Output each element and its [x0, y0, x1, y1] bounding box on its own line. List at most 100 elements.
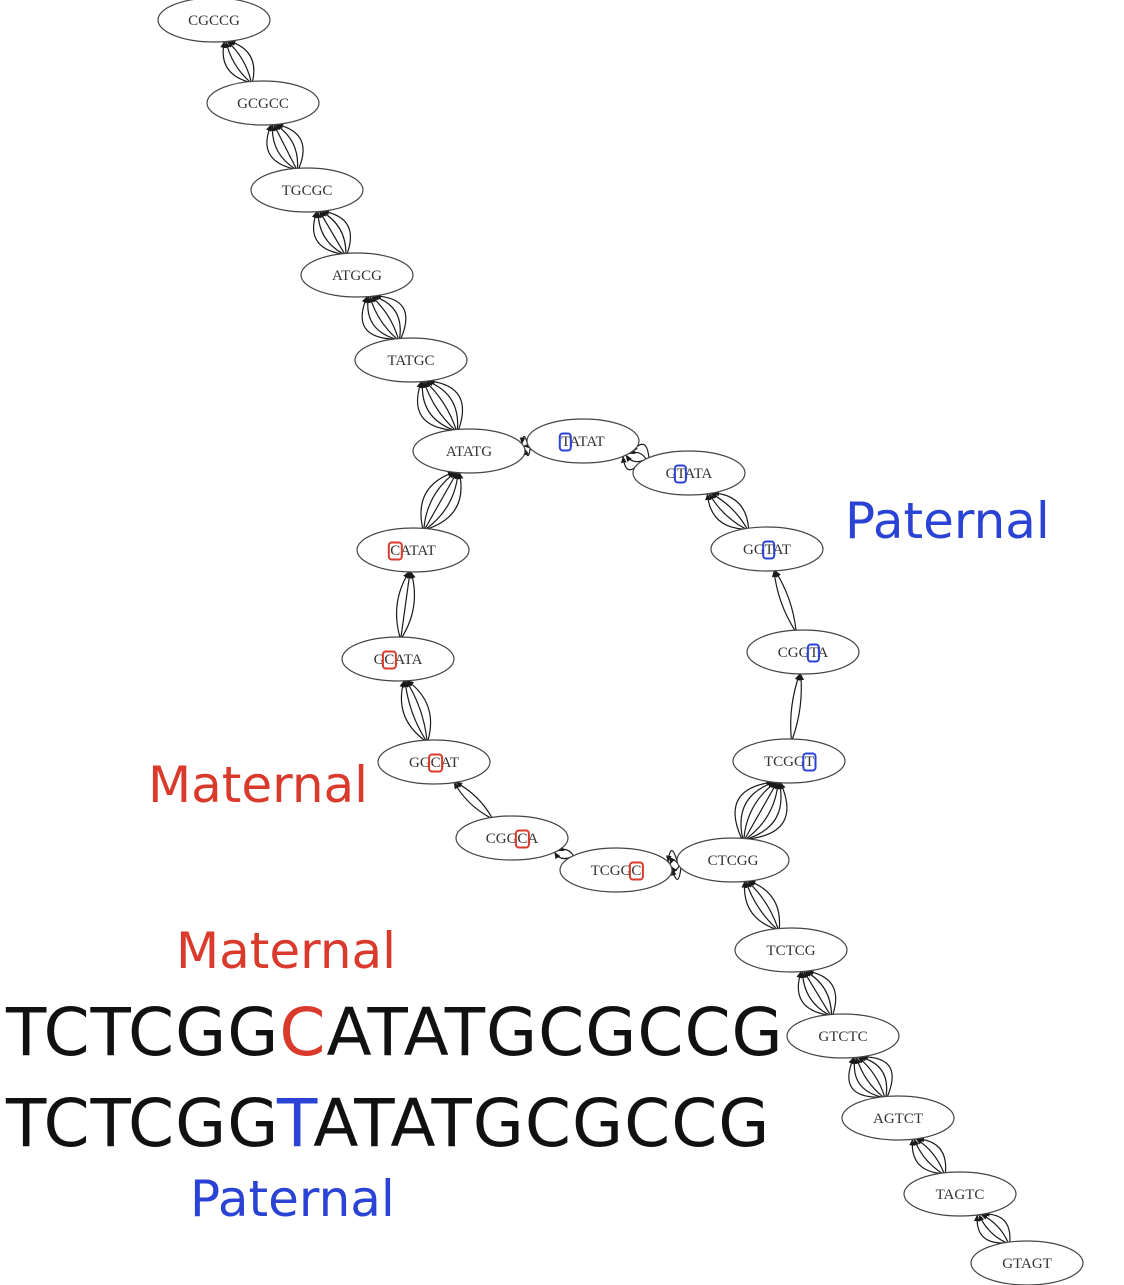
- graph-node-label: TCTCG: [766, 943, 815, 959]
- graph-edge-n22-n21: [973, 1214, 1005, 1244]
- graph-edge-n5-n4: [368, 295, 398, 340]
- graph-node-ctcgg: CTCGG: [676, 837, 790, 883]
- graph-node-cggta: CGGTA: [746, 629, 860, 675]
- maternal-sequence-prefix: TCTCGG: [6, 994, 280, 1071]
- graph-edge-n18-n17: [748, 880, 781, 929]
- graph-node-gtagt: GTAGT: [970, 1240, 1084, 1285]
- graph-node-cgccg: CGCCG: [157, 0, 271, 43]
- graph-edge-n21-n20: [909, 1138, 941, 1174]
- paternal-sequence-label: Paternal: [190, 1170, 395, 1228]
- graph-edge-n15-n14: [455, 781, 493, 818]
- graph-edge-n20-n19: [848, 1056, 880, 1098]
- graph-edge-n17-n11: [734, 780, 774, 839]
- graph-edge-n21-n20: [915, 1138, 945, 1174]
- graph-node-label: GCATA: [374, 652, 423, 668]
- graph-edge-n3-n2: [266, 124, 294, 170]
- graph-edge-n12-n6: [427, 472, 464, 530]
- graph-edge-n18-n17: [741, 880, 776, 930]
- graph-node-ellipse: [559, 847, 673, 893]
- graph-node-label: TATAT: [561, 434, 604, 450]
- graph-edge-n9-n8: [708, 492, 746, 530]
- graph-edge-n20-n19: [857, 1056, 886, 1097]
- graph-edge-n17-n11: [743, 781, 777, 839]
- graph-edge-n22-n21: [982, 1211, 1011, 1243]
- graph-edge-n17-n11: [747, 782, 784, 840]
- graph-node-label: AGTCT: [873, 1111, 923, 1127]
- graph-node-ellipse: [250, 167, 364, 213]
- graph-node-tagtc: TAGTC: [903, 1171, 1017, 1217]
- graph-node-ellipse: [354, 337, 468, 383]
- graph-edge-n3-n2: [269, 124, 295, 170]
- graph-edge-n17-n11: [749, 782, 788, 840]
- graph-node-label: TAGTC: [936, 1187, 985, 1203]
- graph-node-label: TATGC: [387, 353, 434, 369]
- maternal-sequence-suffix: ATATGCGCCG: [326, 994, 784, 1071]
- variant-base-highlight: [428, 753, 444, 773]
- graph-node-label: CATAT: [390, 543, 435, 559]
- graph-edge-n9-n8: [705, 493, 744, 530]
- graph-node-ellipse: [632, 450, 746, 496]
- graph-edge-n14-n13: [402, 680, 427, 741]
- graph-edge-n20-n19: [851, 1056, 882, 1098]
- graph-edge-n6-n5: [419, 380, 454, 431]
- graph-edge-n3-n2: [276, 123, 304, 169]
- graph-edge-n8-n7: [625, 454, 644, 463]
- graph-node-label: GTAGT: [1002, 1256, 1052, 1272]
- graph-node-ellipse: [732, 738, 846, 784]
- graph-edge-n15-n14: [453, 781, 491, 819]
- graph-node-label: TCGGT: [764, 754, 814, 770]
- graph-node-ellipse: [676, 837, 790, 883]
- maternal-sequence-label: Maternal: [176, 922, 397, 980]
- variant-base-highlight: [387, 541, 403, 561]
- graph-node-ellipse: [206, 80, 320, 126]
- graph-node-tatat: TATAT: [526, 418, 640, 464]
- graph-edge-n19-n18: [799, 970, 829, 1016]
- paternal-graph-label: Paternal: [845, 492, 1050, 550]
- paternal-sequence-prefix: TCTCGG: [6, 1085, 277, 1162]
- graph-node-atgcg: ATGCG: [300, 252, 414, 298]
- graph-node-label: ATATG: [446, 444, 492, 460]
- graph-node-catat: CATAT: [356, 527, 470, 573]
- graph-edge-n17-n11: [744, 781, 778, 839]
- variant-base-highlight: [673, 464, 687, 484]
- maternal-graph-label: Maternal: [148, 756, 369, 814]
- graph-edge-n8-n7: [628, 448, 647, 460]
- graph-node-label: CGGCA: [486, 831, 539, 847]
- graph-edge-n13-n12: [395, 571, 410, 638]
- graph-node-label: ATGCG: [332, 268, 382, 284]
- graph-edge-n16-n15: [554, 851, 571, 860]
- graph-edge-n17-n16: [666, 850, 678, 863]
- graph-node-label: GTATA: [666, 466, 713, 482]
- graph-node-ggcat: GGCAT: [377, 739, 491, 785]
- graph-edge-n17-n11: [746, 781, 781, 840]
- graph-edge-n21-n20: [913, 1138, 943, 1174]
- graph-edge-n5-n4: [364, 295, 396, 340]
- graph-edge-n2-n1: [220, 40, 249, 83]
- graph-node-ellipse: [710, 526, 824, 572]
- variant-base-highlight: [514, 829, 530, 849]
- graph-node-ellipse: [734, 927, 848, 973]
- graph-edge-n9-n8: [712, 490, 750, 529]
- graph-edge-n10-n9: [774, 570, 797, 631]
- graph-node-label: TGCGC: [282, 183, 333, 199]
- graph-edge-n10-n9: [771, 570, 796, 631]
- graph-node-label: CTCGG: [708, 853, 759, 869]
- paternal-variant-base: T: [277, 1085, 314, 1162]
- graph-node-ellipse: [356, 527, 470, 573]
- graph-node-ellipse: [970, 1240, 1084, 1285]
- graph-node-label: CGCCG: [188, 13, 240, 29]
- variant-base-highlight: [806, 643, 820, 663]
- graph-edges: [220, 40, 1011, 1244]
- graph-node-label: GGCAT: [409, 755, 459, 771]
- graph-edge-n20-n19: [855, 1056, 884, 1098]
- graph-node-ellipse: [377, 739, 491, 785]
- graph-edge-n14-n13: [405, 680, 428, 741]
- graph-edge-n19-n18: [796, 970, 828, 1016]
- graph-edge-n12-n6: [424, 471, 458, 529]
- graph-edge-n4-n3: [315, 210, 344, 255]
- graph-node-ellipse: [455, 815, 569, 861]
- graph-node-tgcgc: TGCGC: [250, 167, 364, 213]
- graph-node-ellipse: [746, 629, 860, 675]
- graph-edge-n5-n4: [373, 293, 407, 339]
